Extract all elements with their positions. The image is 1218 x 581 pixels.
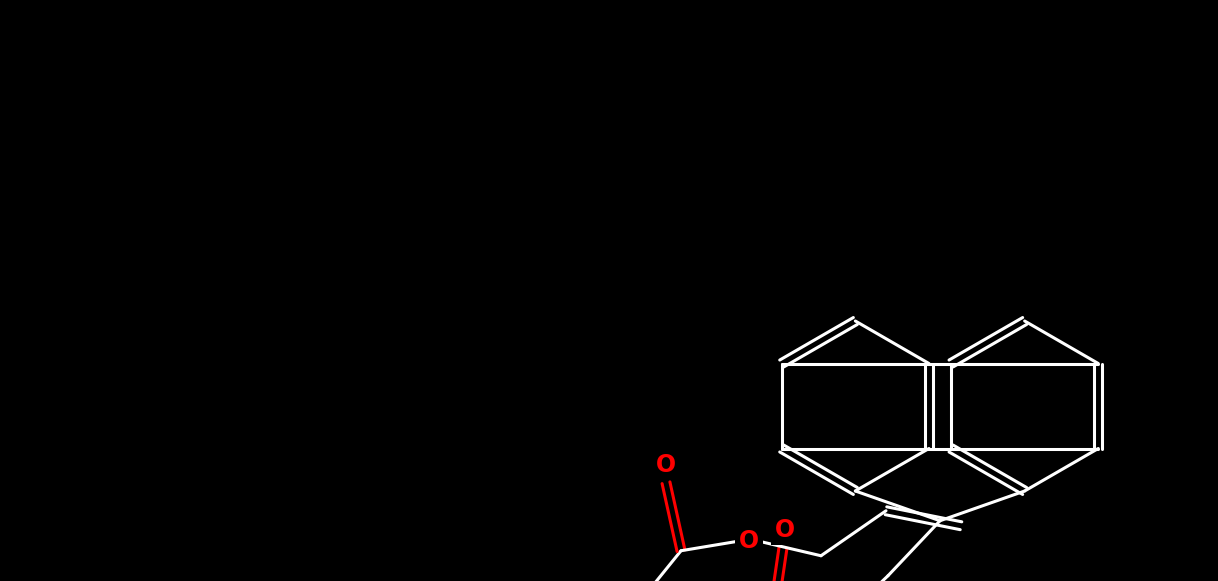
- Text: O: O: [657, 453, 676, 477]
- Text: O: O: [775, 518, 795, 541]
- Text: O: O: [739, 529, 759, 553]
